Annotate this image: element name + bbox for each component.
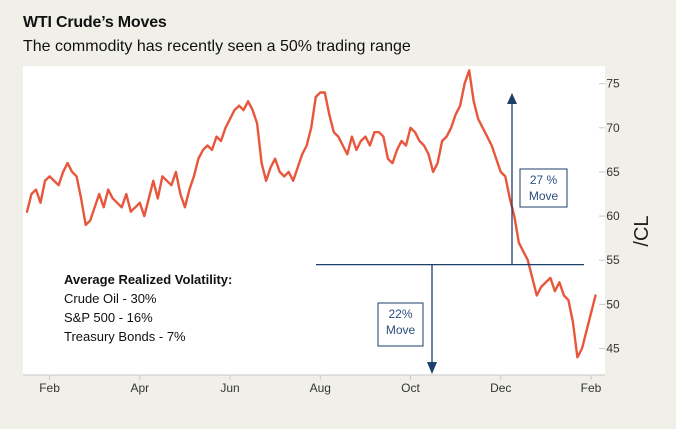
x-tick-label: Feb <box>39 381 60 395</box>
chart-subtitle: The commodity has recently seen a 50% tr… <box>23 38 411 55</box>
y-tick-label: 60 <box>606 209 620 223</box>
up-move-label-text: Move <box>529 189 559 203</box>
volatility-heading: Average Realized Volatility: <box>64 272 233 287</box>
x-tick-label: Feb <box>581 381 602 395</box>
y-tick-label: 65 <box>606 165 620 179</box>
y-axis-label: /CL <box>631 215 653 246</box>
down-arrow-head <box>427 362 437 374</box>
price-line <box>25 69 597 359</box>
down-move-label-text: 22% <box>388 307 412 321</box>
down-move-label-box <box>377 302 424 347</box>
y-tick-label: 45 <box>606 342 620 356</box>
y-tick-label: 75 <box>606 77 620 91</box>
plot-area <box>23 66 605 375</box>
up-move-label-box <box>519 168 568 208</box>
chart-title: WTI Crude’s Moves <box>23 14 167 31</box>
x-tick-label: Apr <box>130 381 149 395</box>
x-tick-label: Jun <box>220 381 239 395</box>
x-tick-label: Aug <box>310 381 331 395</box>
x-ticks: Feb Apr Jun Aug Oct Dec Feb <box>39 375 602 395</box>
volatility-box: Average Realized Volatility: Crude Oil -… <box>64 270 232 346</box>
volatility-item-crude: Crude Oil - 30% <box>64 291 157 306</box>
down-move-label-text: Move <box>386 323 416 337</box>
up-arrow-head <box>507 93 517 104</box>
x-tick-label: Oct <box>401 381 420 395</box>
volatility-item-sp500: S&P 500 - 16% <box>64 310 153 325</box>
y-tick-label: 55 <box>606 253 620 267</box>
volatility-item-treasury: Treasury Bonds - 7% <box>64 329 186 344</box>
move-arrows: 27 % Move 22% Move <box>316 93 584 374</box>
y-tick-label: 70 <box>606 121 620 135</box>
y-tick-label: 50 <box>606 297 620 311</box>
up-move-label-text: 27 % <box>530 173 558 187</box>
y-ticks: 45 50 55 60 65 70 75 <box>599 77 620 356</box>
x-tick-label: Dec <box>490 381 511 395</box>
